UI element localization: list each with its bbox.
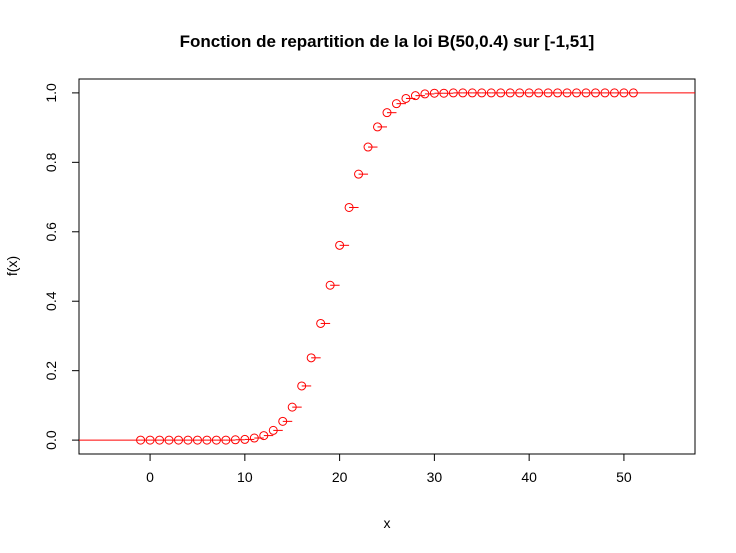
data-point	[448, 88, 458, 98]
data-point	[164, 435, 174, 445]
data-point	[211, 435, 221, 445]
data-point	[590, 88, 600, 98]
data-point	[439, 88, 449, 98]
data-point	[496, 88, 506, 98]
data-point	[477, 88, 487, 98]
data-point	[174, 435, 184, 445]
y-tick-label: 0.8	[43, 152, 59, 172]
data-point	[240, 434, 250, 444]
data-point	[136, 435, 146, 445]
data-point	[221, 435, 231, 445]
y-tick-label: 1.0	[43, 83, 59, 103]
data-point	[316, 318, 326, 328]
data-point	[391, 99, 401, 109]
data-point	[155, 435, 165, 445]
x-axis: 0 10 20 30 40 50	[146, 453, 632, 485]
data-point	[192, 435, 202, 445]
data-point	[259, 431, 269, 441]
data-point	[183, 435, 193, 445]
data-point	[429, 88, 439, 98]
data-point	[401, 93, 411, 103]
data-point	[306, 353, 316, 363]
data-point	[581, 88, 591, 98]
y-tick-label: 0.4	[43, 291, 59, 311]
cdf-series	[79, 88, 695, 445]
plot-frame	[78, 78, 696, 455]
data-point	[628, 88, 638, 98]
data-point	[268, 425, 278, 435]
data-point	[562, 88, 572, 98]
data-point	[543, 88, 553, 98]
x-tick-label: 50	[616, 469, 632, 485]
data-point	[249, 433, 259, 443]
data-point	[382, 108, 392, 118]
y-axis: 0.0 0.2 0.4 0.6 0.8 1.0	[43, 83, 80, 450]
data-point	[600, 88, 610, 98]
data-point	[534, 88, 544, 98]
data-point	[287, 402, 297, 412]
y-axis-label: f(x)	[4, 256, 20, 276]
step-segments	[79, 92, 695, 441]
data-point	[458, 88, 468, 98]
data-point	[230, 435, 240, 445]
data-point	[335, 240, 345, 250]
data-point	[609, 88, 619, 98]
data-point	[572, 88, 582, 98]
data-point	[278, 416, 288, 426]
data-point	[524, 88, 534, 98]
data-point	[297, 381, 307, 391]
x-tick-label: 40	[521, 469, 537, 485]
data-point	[202, 435, 212, 445]
data-point	[373, 122, 383, 132]
x-tick-label: 0	[146, 469, 154, 485]
x-tick-label: 20	[332, 469, 348, 485]
data-point	[505, 88, 515, 98]
x-tick-label: 10	[237, 469, 253, 485]
data-point	[410, 91, 420, 101]
data-point	[354, 169, 364, 179]
x-axis-label: x	[384, 515, 391, 531]
chart-title: Fonction de repartition de la loi B(50,0…	[180, 32, 595, 51]
x-tick-label: 30	[427, 469, 443, 485]
data-point	[344, 202, 354, 212]
y-tick-label: 0.2	[43, 361, 59, 381]
y-tick-label: 0.6	[43, 222, 59, 242]
data-point	[553, 88, 563, 98]
data-point	[145, 435, 155, 445]
data-point	[325, 280, 335, 290]
data-point	[619, 88, 629, 98]
data-point	[363, 142, 373, 152]
data-point	[467, 88, 477, 98]
y-tick-label: 0.0	[43, 430, 59, 450]
data-point	[486, 88, 496, 98]
data-point	[420, 89, 430, 99]
data-point	[515, 88, 525, 98]
